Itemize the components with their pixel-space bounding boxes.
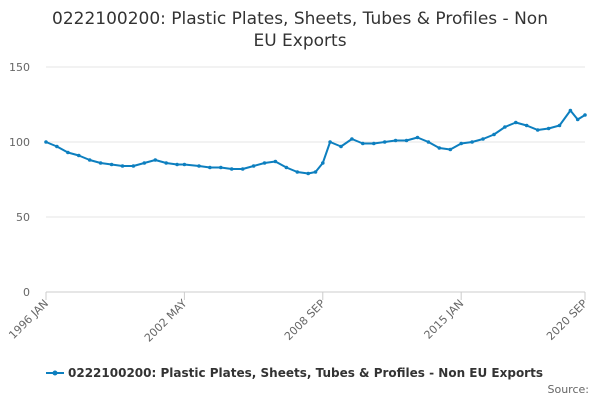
data-point[interactable] bbox=[426, 140, 431, 144]
y-tick-label: 50 bbox=[16, 211, 30, 224]
data-point[interactable] bbox=[313, 170, 318, 174]
x-tick-label: 2008 SEP bbox=[282, 297, 328, 343]
data-point[interactable] bbox=[448, 147, 453, 152]
data-point[interactable] bbox=[492, 132, 496, 137]
data-point[interactable] bbox=[197, 164, 201, 168]
y-tick-label: 0 bbox=[23, 286, 30, 299]
data-point[interactable] bbox=[339, 144, 343, 149]
data-point[interactable] bbox=[77, 153, 81, 158]
data-point[interactable] bbox=[182, 162, 187, 167]
data-point[interactable] bbox=[361, 141, 365, 146]
x-tick-label: 1996 JAN bbox=[6, 297, 51, 342]
data-point[interactable] bbox=[437, 146, 442, 150]
data-point[interactable] bbox=[87, 158, 92, 162]
data-point[interactable] bbox=[131, 164, 136, 168]
data-point[interactable] bbox=[328, 140, 332, 144]
data-point[interactable] bbox=[415, 135, 420, 140]
data-point[interactable] bbox=[575, 117, 580, 122]
data-point[interactable] bbox=[583, 113, 587, 117]
data-point[interactable] bbox=[306, 171, 311, 176]
data-point[interactable] bbox=[514, 120, 518, 125]
data-point[interactable] bbox=[153, 158, 158, 162]
data-point[interactable] bbox=[546, 126, 551, 131]
x-axis: 1996 JAN 2002 MAY 2008 SEP 2015 JAN 2020 SEP bbox=[6, 291, 590, 345]
data-point[interactable] bbox=[372, 141, 376, 146]
data-point[interactable] bbox=[524, 123, 529, 128]
chart-title-line2: EU Exports bbox=[253, 31, 346, 51]
data-point[interactable] bbox=[273, 159, 278, 164]
chart-title-line1: 0222100200: Plastic Plates, Sheets, Tube… bbox=[52, 9, 548, 29]
data-point[interactable] bbox=[295, 170, 300, 174]
data-point[interactable] bbox=[219, 165, 223, 170]
data-point[interactable] bbox=[262, 161, 267, 165]
data-point[interactable] bbox=[44, 140, 48, 144]
data-point[interactable] bbox=[382, 140, 387, 144]
data-point[interactable] bbox=[503, 125, 507, 129]
series-line bbox=[45, 109, 586, 175]
data-point[interactable] bbox=[321, 161, 325, 165]
data-point[interactable] bbox=[55, 144, 59, 149]
y-tick-label: 100 bbox=[9, 136, 30, 149]
data-point[interactable] bbox=[120, 164, 125, 168]
data-point[interactable] bbox=[229, 167, 234, 171]
data-point[interactable] bbox=[393, 138, 398, 143]
data-point[interactable] bbox=[404, 138, 409, 143]
data-point[interactable] bbox=[568, 108, 573, 113]
data-point[interactable] bbox=[164, 161, 168, 165]
legend[interactable]: 0222100200: Plastic Plates, Sheets, Tube… bbox=[46, 366, 543, 380]
y-tick-label: 150 bbox=[9, 61, 30, 74]
data-point[interactable] bbox=[535, 128, 540, 132]
data-point[interactable] bbox=[459, 141, 464, 146]
grid-lines bbox=[46, 66, 585, 218]
legend-marker bbox=[52, 370, 58, 376]
x-tick-label: 2020 SEP bbox=[544, 297, 590, 343]
data-point[interactable] bbox=[350, 137, 354, 141]
legend-label: 0222100200: Plastic Plates, Sheets, Tube… bbox=[68, 366, 543, 380]
series-layer bbox=[44, 108, 587, 176]
data-point[interactable] bbox=[284, 165, 289, 170]
data-point[interactable] bbox=[470, 140, 474, 144]
data-point[interactable] bbox=[240, 167, 245, 171]
x-tick-label: 2015 JAN bbox=[422, 297, 467, 342]
data-point[interactable] bbox=[66, 150, 70, 155]
data-point[interactable] bbox=[98, 161, 103, 165]
data-point[interactable] bbox=[251, 164, 256, 168]
data-point[interactable] bbox=[208, 165, 212, 170]
data-point[interactable] bbox=[175, 162, 179, 167]
y-axis-ticks: 0 50 100 150 bbox=[9, 61, 30, 299]
source-label: Source: bbox=[548, 383, 590, 396]
data-point[interactable] bbox=[142, 161, 147, 165]
data-point[interactable] bbox=[557, 123, 562, 128]
data-point[interactable] bbox=[481, 137, 485, 141]
x-tick-label: 2002 MAY bbox=[142, 297, 190, 345]
data-point[interactable] bbox=[109, 162, 114, 167]
